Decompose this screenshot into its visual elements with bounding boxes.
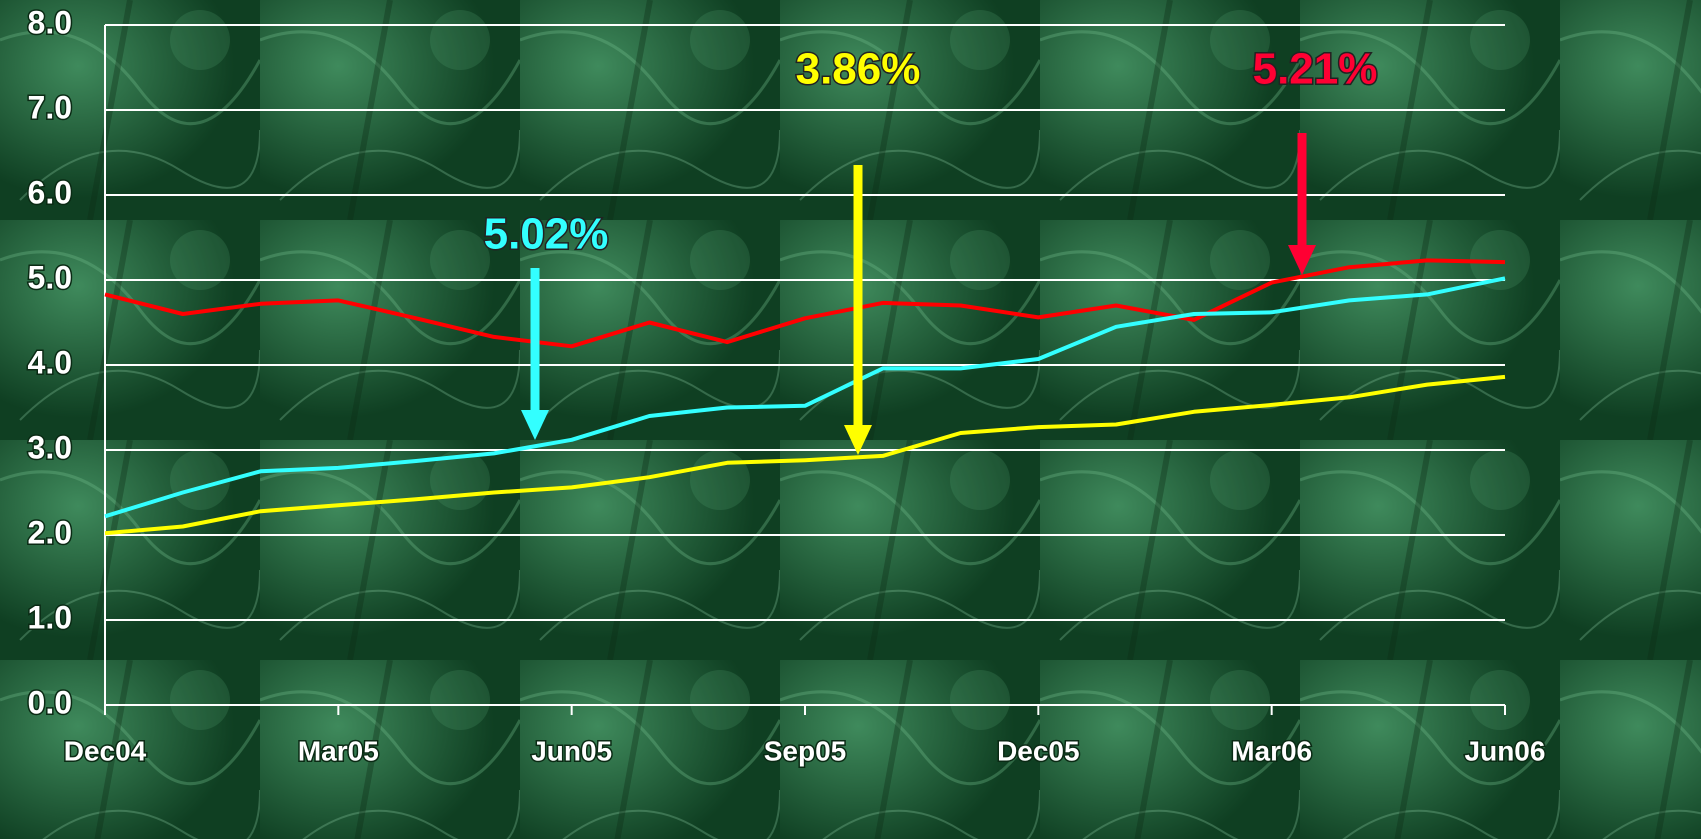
x-tick-label: Jun05 — [531, 735, 612, 766]
y-tick-label: 3.0 — [28, 429, 72, 465]
x-tick-label: Jun06 — [1465, 735, 1546, 766]
y-tick-label: 7.0 — [28, 89, 72, 125]
y-tick-label: 5.0 — [28, 259, 72, 295]
series-line — [104, 258, 1506, 349]
series-line — [104, 374, 1506, 536]
y-tick-label: 4.0 — [28, 344, 72, 380]
annotation-arrowhead — [1288, 245, 1316, 275]
x-tick-label: Mar06 — [1231, 735, 1312, 766]
y-tick-label: 2.0 — [28, 514, 72, 550]
y-tick-label: 6.0 — [28, 174, 72, 210]
x-tick-label: Sep05 — [764, 735, 847, 766]
annotation-label: 3.86% — [796, 45, 921, 94]
series-line — [104, 276, 1506, 519]
y-tick-label: 8.0 — [28, 4, 72, 40]
annotation-label: 5.02% — [484, 210, 609, 259]
x-tick-label: Dec05 — [997, 735, 1080, 766]
annotation-label: 5.21% — [1253, 45, 1378, 94]
annotation-arrowhead — [844, 425, 872, 455]
x-tick-label: Dec04 — [64, 735, 147, 766]
y-tick-label: 1.0 — [28, 599, 72, 635]
y-tick-label: 0.0 — [28, 684, 72, 720]
annotation-arrowhead — [521, 410, 549, 440]
x-tick-label: Mar05 — [298, 735, 379, 766]
